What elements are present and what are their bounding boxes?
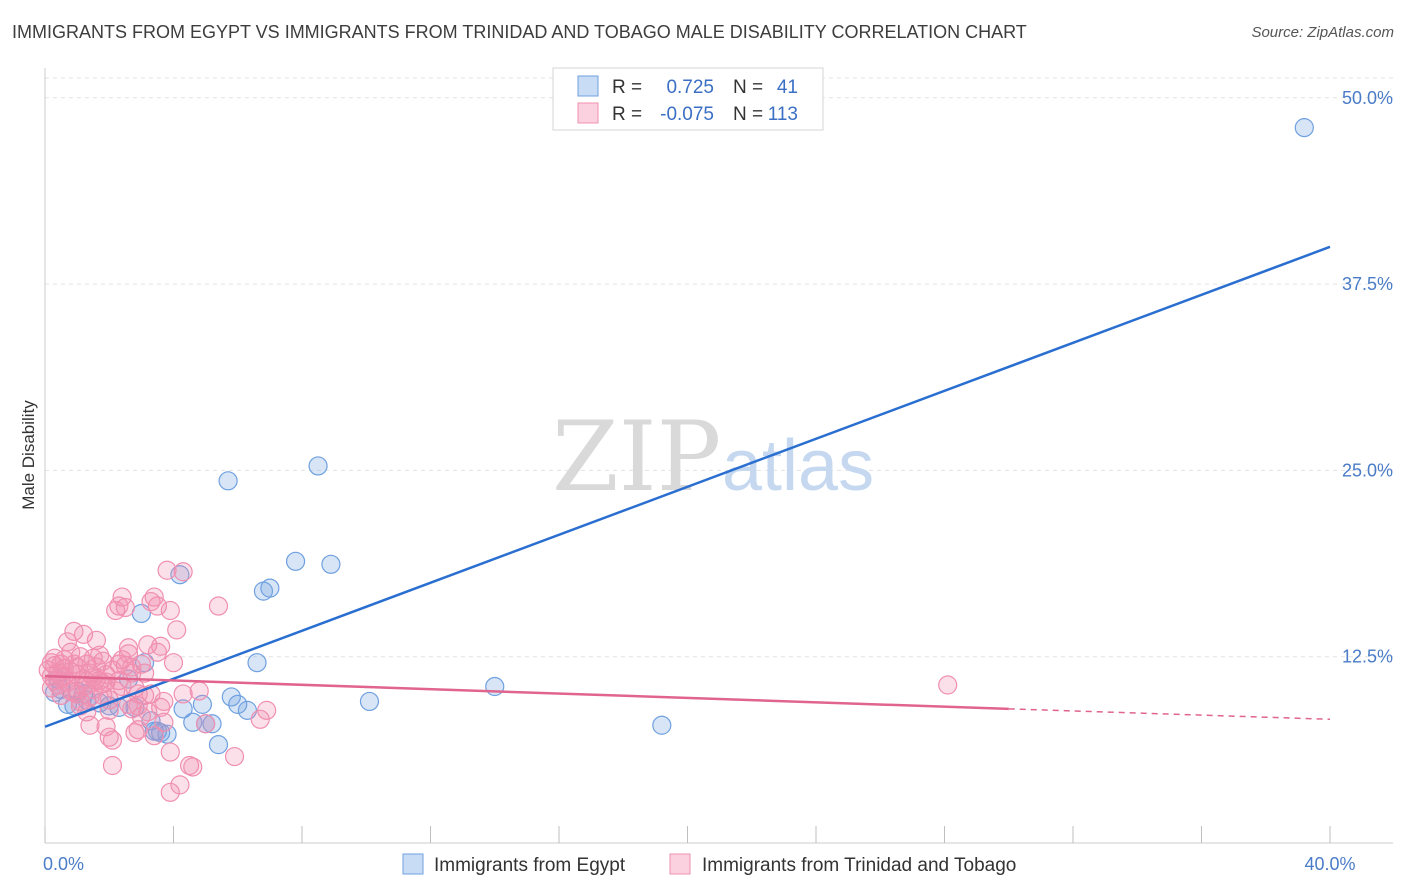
point-egypt [208, 735, 229, 755]
point-trinidad [183, 757, 203, 777]
point-egypt [321, 554, 341, 574]
x-tick-label: 40.0% [1304, 854, 1355, 874]
y-tick-labels: 12.5% 25.0% 37.5% 50.0% [1342, 88, 1393, 667]
legend-n-label-egypt: N = [733, 77, 763, 98]
point-egypt [359, 691, 380, 712]
point-trinidad [96, 664, 116, 685]
point-egypt [173, 699, 193, 719]
point-trinidad [257, 700, 277, 720]
point-trinidad [154, 712, 174, 732]
point-egypt [285, 551, 306, 571]
point-trinidad [64, 682, 84, 703]
legend-bottom-swatch-trinidad [669, 853, 691, 875]
point-trinidad [160, 742, 180, 762]
watermark-atlas: atlas [722, 426, 874, 506]
point-trinidad [115, 597, 135, 618]
point-trinidad [61, 642, 81, 662]
trend-line-trinidad-extension [1008, 708, 1331, 721]
point-trinidad [102, 755, 123, 776]
point-trinidad [151, 697, 171, 717]
watermark: ZIP atlas [552, 401, 874, 513]
point-trinidad [99, 727, 119, 747]
point-trinidad [99, 700, 119, 720]
point-trinidad [41, 678, 62, 698]
y-tick-label: 12.5% [1342, 647, 1393, 667]
x-tick-label: 0.0% [43, 854, 84, 874]
point-trinidad [160, 600, 180, 621]
trend-lines [44, 245, 1331, 728]
point-trinidad [112, 587, 132, 607]
point-trinidad [163, 653, 184, 673]
legend-r-value-egypt: 0.725 [666, 77, 714, 98]
point-trinidad [179, 755, 200, 776]
legend-n-value-trinidad: 113 [768, 104, 798, 125]
point-trinidad [118, 638, 139, 658]
point-trinidad [122, 657, 142, 677]
point-trinidad [196, 714, 216, 734]
point-trinidad [160, 782, 180, 802]
trend-line-trinidad [44, 674, 1009, 711]
grid-lines [45, 77, 1393, 658]
point-trinidad [147, 642, 168, 662]
point-trinidad [102, 730, 123, 750]
point-egypt [1294, 118, 1314, 138]
point-trinidad [224, 746, 245, 767]
point-egypt [308, 456, 328, 476]
point-trinidad [151, 636, 171, 656]
legend-n-value-egypt: 41 [777, 77, 798, 98]
point-trinidad [131, 706, 151, 726]
point-trinidad [57, 632, 78, 652]
legend-r-label-egypt: R = [612, 77, 642, 98]
point-egypt [202, 714, 222, 734]
point-egypt [170, 565, 190, 585]
point-trinidad [170, 775, 190, 795]
legend-bottom-label-trinidad: Immigrants from Trinidad and Tobago [702, 855, 1016, 876]
data-points [38, 118, 1314, 802]
point-egypt [218, 471, 238, 491]
legend-top: R = 0.725 N = 41 R = -0.075 N = 113 [552, 67, 824, 131]
point-trinidad [173, 562, 193, 582]
point-trinidad [938, 675, 958, 695]
point-trinidad [147, 596, 168, 616]
point-trinidad [189, 681, 209, 701]
point-egypt [221, 687, 241, 707]
y-tick-label: 25.0% [1342, 460, 1393, 480]
legend-swatch-egypt [577, 75, 599, 97]
point-trinidad [144, 726, 164, 746]
point-trinidad [157, 560, 177, 580]
legend-swatch-trinidad [577, 102, 599, 124]
point-trinidad [167, 620, 187, 640]
y-tick-label: 37.5% [1342, 274, 1393, 294]
point-trinidad [90, 645, 110, 665]
source-label: Source: ZipAtlas.com [1251, 24, 1394, 41]
legend-n-label-trinidad: N = [733, 104, 763, 125]
point-trinidad [173, 684, 193, 704]
x-ticks [44, 826, 1331, 843]
point-trinidad [154, 691, 174, 712]
legend-bottom-swatch-egypt [402, 853, 424, 875]
point-trinidad [112, 650, 132, 670]
point-egypt [260, 578, 280, 598]
point-egypt [652, 715, 672, 735]
point-egypt [247, 653, 267, 673]
trend-line-egypt [44, 245, 1331, 728]
legend-r-value-trinidad: -0.075 [660, 104, 714, 125]
point-trinidad [125, 723, 145, 743]
watermark-zip: ZIP [552, 401, 721, 513]
legend-r-label-trinidad: R = [612, 104, 642, 125]
y-axis-label: Male Disability [19, 400, 38, 510]
x-tick-labels: 0.0% 40.0% [43, 854, 1356, 874]
point-egypt [228, 694, 248, 714]
point-trinidad [208, 596, 229, 616]
legend-bottom: Immigrants from Egypt Immigrants from Tr… [402, 853, 1016, 876]
chart-title: IMMIGRANTS FROM EGYPT VS IMMIGRANTS FROM… [12, 22, 1027, 42]
y-tick-label: 50.0% [1342, 88, 1393, 108]
axes [44, 68, 1393, 844]
point-trinidad [86, 630, 107, 650]
legend-bottom-label-egypt: Immigrants from Egypt [434, 855, 626, 876]
